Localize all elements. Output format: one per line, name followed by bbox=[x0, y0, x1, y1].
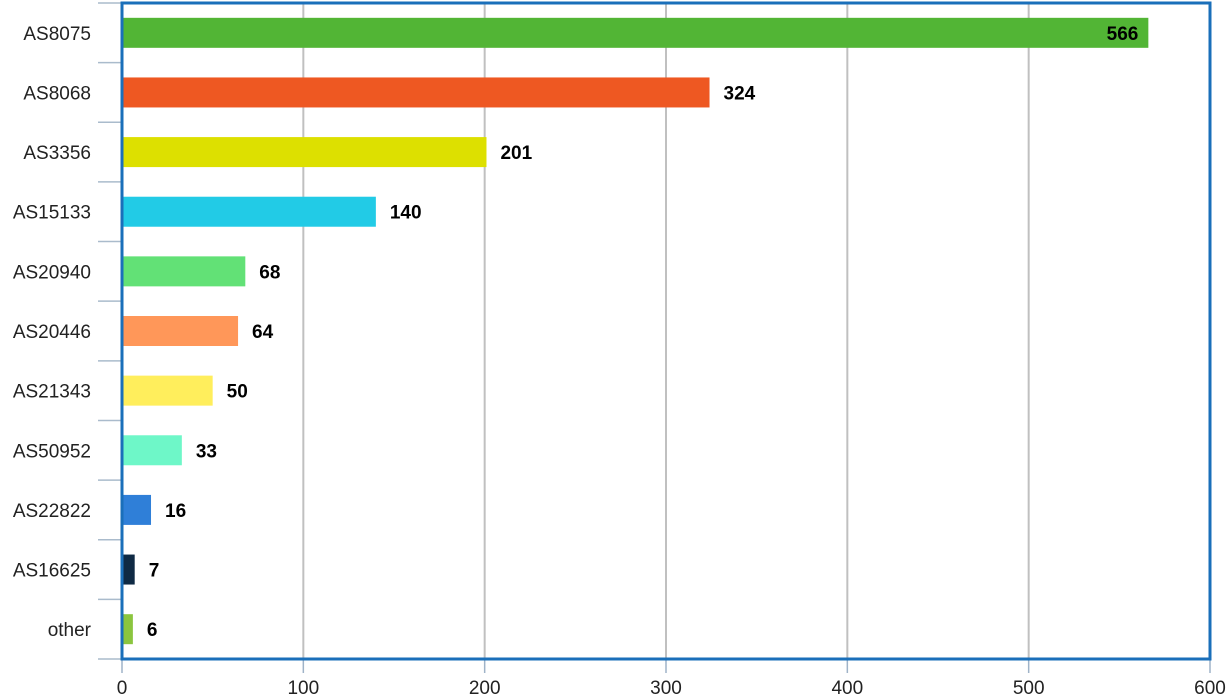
bar bbox=[123, 614, 133, 645]
category-label: AS8075 bbox=[23, 24, 91, 45]
grid-lines bbox=[302, 3, 1030, 659]
data-label: 50 bbox=[227, 382, 248, 403]
category-label: AS15133 bbox=[13, 203, 91, 224]
x-tick-label: 0 bbox=[117, 678, 128, 699]
bar bbox=[123, 17, 1149, 48]
data-label: 6 bbox=[147, 620, 158, 641]
category-label: AS3356 bbox=[23, 143, 91, 164]
x-tick-label: 300 bbox=[650, 678, 682, 699]
bar bbox=[123, 435, 182, 466]
x-tick-label: 100 bbox=[287, 678, 319, 699]
plot-frame bbox=[120, 1, 1212, 661]
bar bbox=[123, 494, 152, 525]
data-label: 33 bbox=[196, 441, 217, 462]
data-label: 140 bbox=[390, 203, 422, 224]
x-tick-label: 200 bbox=[469, 678, 501, 699]
labels: AS8075 566 AS8068 324 AS3356 201 AS15133 140 AS2… bbox=[13, 24, 1226, 699]
x-tick-label: 400 bbox=[831, 678, 863, 699]
bar bbox=[123, 316, 239, 346]
bar bbox=[123, 77, 710, 108]
data-label: 7 bbox=[149, 561, 160, 582]
bars bbox=[123, 17, 1149, 645]
data-label: 324 bbox=[724, 83, 756, 104]
category-label: AS50952 bbox=[13, 441, 91, 462]
category-label: AS20446 bbox=[13, 322, 91, 343]
category-label: AS8068 bbox=[23, 83, 91, 104]
category-label: AS20940 bbox=[13, 262, 91, 283]
data-label: 64 bbox=[252, 322, 274, 343]
x-tick-label: 500 bbox=[1013, 678, 1045, 699]
data-label: 566 bbox=[1107, 24, 1139, 45]
bar bbox=[123, 554, 135, 585]
bar bbox=[123, 375, 213, 406]
data-label: 201 bbox=[500, 143, 532, 164]
data-label: 68 bbox=[259, 262, 280, 283]
category-label: AS16625 bbox=[13, 561, 91, 582]
category-label: AS21343 bbox=[13, 382, 91, 403]
x-tick-label: 600 bbox=[1194, 678, 1226, 699]
category-label: AS22822 bbox=[13, 501, 91, 522]
bar bbox=[123, 196, 376, 227]
category-label: other bbox=[48, 620, 92, 641]
bar bbox=[123, 137, 487, 168]
bar bbox=[123, 256, 246, 287]
data-label: 16 bbox=[165, 501, 186, 522]
